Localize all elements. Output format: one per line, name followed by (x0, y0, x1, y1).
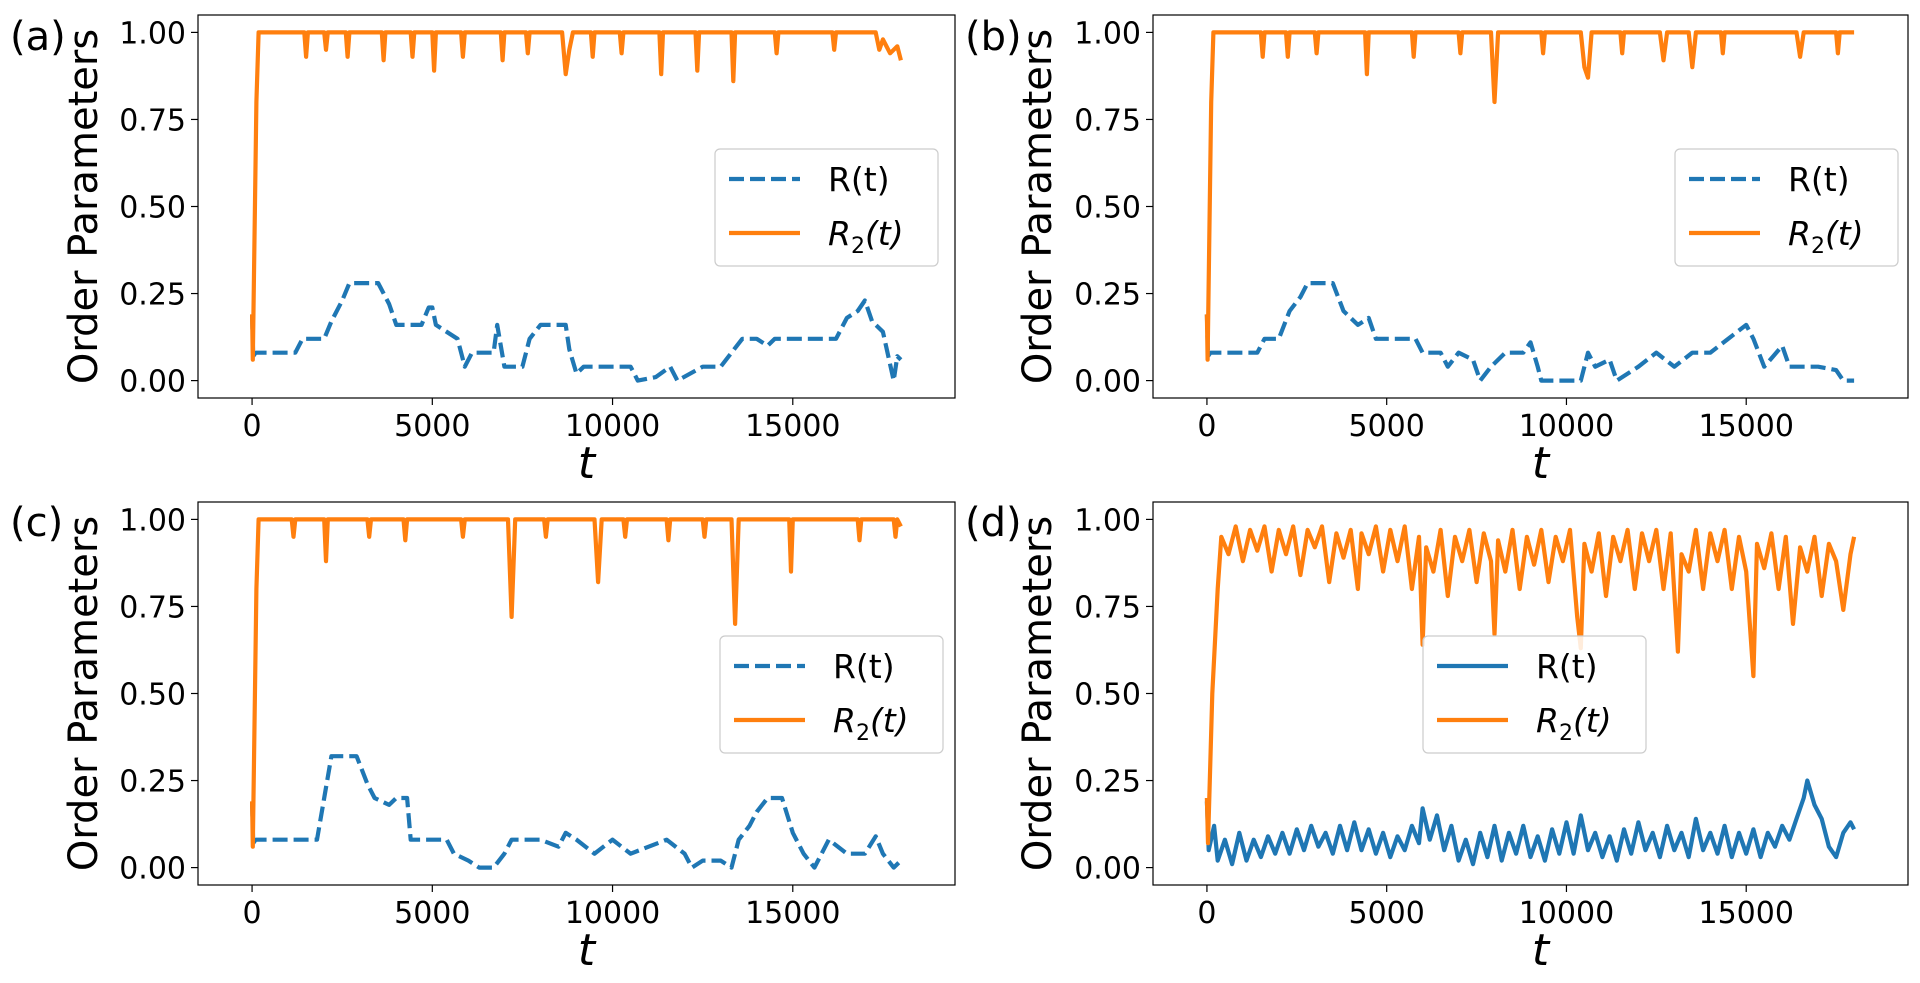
legend-r2-main: R (828, 214, 851, 253)
y-tick-label: 0.25 (119, 278, 186, 313)
x-axis-label: t (578, 438, 597, 489)
x-tick-label: 10000 (1519, 896, 1614, 931)
series-r-line (1204, 281, 1855, 383)
y-tick-label: 0.50 (119, 191, 186, 226)
x-tick-label: 10000 (1519, 409, 1614, 444)
legend-r2-tail: (t) (865, 214, 904, 253)
y-tick-label: 0.50 (1074, 678, 1141, 713)
y-axis-label: Order Parameters (1015, 29, 1061, 384)
panel-letter: (b) (965, 14, 1022, 60)
legend-r2-main: R (1536, 701, 1559, 740)
y-tick-label: 1.00 (119, 16, 186, 51)
x-tick-label: 15000 (1698, 896, 1793, 931)
legend-r2-tail: (t) (870, 701, 909, 740)
series-r-line (1204, 778, 1856, 867)
y-tick-label: 1.00 (1074, 16, 1141, 51)
legend-r2-label: R2(t) (1788, 214, 1864, 259)
series-r2-line (1204, 30, 1855, 362)
panel-letter: (c) (10, 500, 63, 546)
legend-r-label: R(t) (828, 160, 890, 199)
legend-box (1674, 148, 1899, 267)
legend-r2-tail: (t) (1573, 701, 1612, 740)
y-axis-label: Order Parameters (61, 29, 107, 384)
series-r2-line (250, 30, 903, 362)
panel-d: 0 5000 10000 15000 0.00 0.25 0.50 0.75 1.00 t Orde… (965, 500, 1909, 976)
y-tick-label: 0.75 (119, 103, 186, 138)
y-tick-label: 0.75 (119, 590, 186, 625)
y-tick-label: 0.00 (1074, 365, 1141, 400)
x-tick-label: 0 (1197, 896, 1216, 931)
legend-r2-sub: 2 (851, 234, 865, 259)
x-tick-label: 15000 (745, 409, 840, 444)
legend-box (714, 148, 939, 267)
x-tick-label: 5000 (394, 409, 470, 444)
panel-letter: (a) (10, 14, 66, 60)
x-tick-label: 5000 (1349, 409, 1425, 444)
legend-r-label: R(t) (1788, 160, 1850, 199)
y-tick-label: 0.75 (1074, 103, 1141, 138)
y-tick-label: 0.25 (1074, 765, 1141, 800)
legend-r2-label: R2(t) (833, 701, 909, 746)
legend-r2-main: R (1788, 214, 1811, 253)
legend-r2-sub: 2 (1559, 721, 1573, 746)
series-r2-line (1204, 524, 1857, 846)
x-axis-label: t (578, 925, 597, 976)
y-tick-label: 1.00 (119, 503, 186, 538)
x-tick-label: 0 (243, 896, 262, 931)
y-tick-label: 0.50 (1074, 191, 1141, 226)
legend: R(t)R2(t) (1674, 148, 1899, 267)
x-tick-label: 5000 (394, 896, 470, 931)
panel-b: 0 5000 10000 15000 0.00 0.25 0.50 0.75 1.00 t Orde… (965, 14, 1909, 489)
panel-letter: (d) (965, 500, 1022, 546)
x-tick-label: 0 (243, 409, 262, 444)
legend-r2-tail: (t) (1825, 214, 1864, 253)
legend-r2-label: R2(t) (1536, 701, 1612, 746)
legend-r-label: R(t) (833, 647, 895, 686)
y-tick-label: 0.25 (1074, 278, 1141, 313)
series-r-line (250, 754, 903, 870)
legend-r2-main: R (833, 701, 856, 740)
legend-r-label: R(t) (1536, 647, 1598, 686)
legend: R(t)R2(t) (719, 635, 944, 754)
x-tick-label: 5000 (1349, 896, 1425, 931)
legend: R(t)R2(t) (1422, 635, 1647, 754)
y-tick-label: 0.00 (119, 365, 186, 400)
legend-box (1422, 635, 1647, 754)
panel-c: 0 5000 10000 15000 0.00 0.25 0.50 0.75 1.00 t Orde… (10, 500, 956, 976)
x-tick-label: 0 (1197, 409, 1216, 444)
x-axis-label: t (1532, 438, 1551, 489)
x-tick-label: 15000 (1698, 409, 1793, 444)
y-tick-label: 0.75 (1074, 590, 1141, 625)
legend-r2-sub: 2 (1811, 234, 1825, 259)
y-tick-label: 0.00 (1074, 852, 1141, 887)
y-tick-label: 1.00 (1074, 503, 1141, 538)
legend-r2-label: R2(t) (828, 214, 904, 259)
legend-r2-sub: 2 (856, 721, 870, 746)
x-tick-label: 10000 (565, 896, 660, 931)
series-r-line (250, 281, 903, 383)
y-tick-label: 0.00 (119, 852, 186, 887)
panel-a: 0 5000 10000 15000 0.00 0.25 0.50 0.75 1.00 t Orde… (10, 14, 956, 489)
legend: R(t)R2(t) (714, 148, 939, 267)
x-tick-label: 15000 (745, 896, 840, 931)
legend-box (719, 635, 944, 754)
x-axis-label: t (1532, 925, 1551, 976)
x-tick-label: 10000 (565, 409, 660, 444)
y-axis-label: Order Parameters (61, 516, 107, 871)
y-tick-label: 0.25 (119, 765, 186, 800)
y-tick-label: 0.50 (119, 678, 186, 713)
y-axis-label: Order Parameters (1015, 516, 1061, 871)
series-r2-line (250, 517, 903, 849)
